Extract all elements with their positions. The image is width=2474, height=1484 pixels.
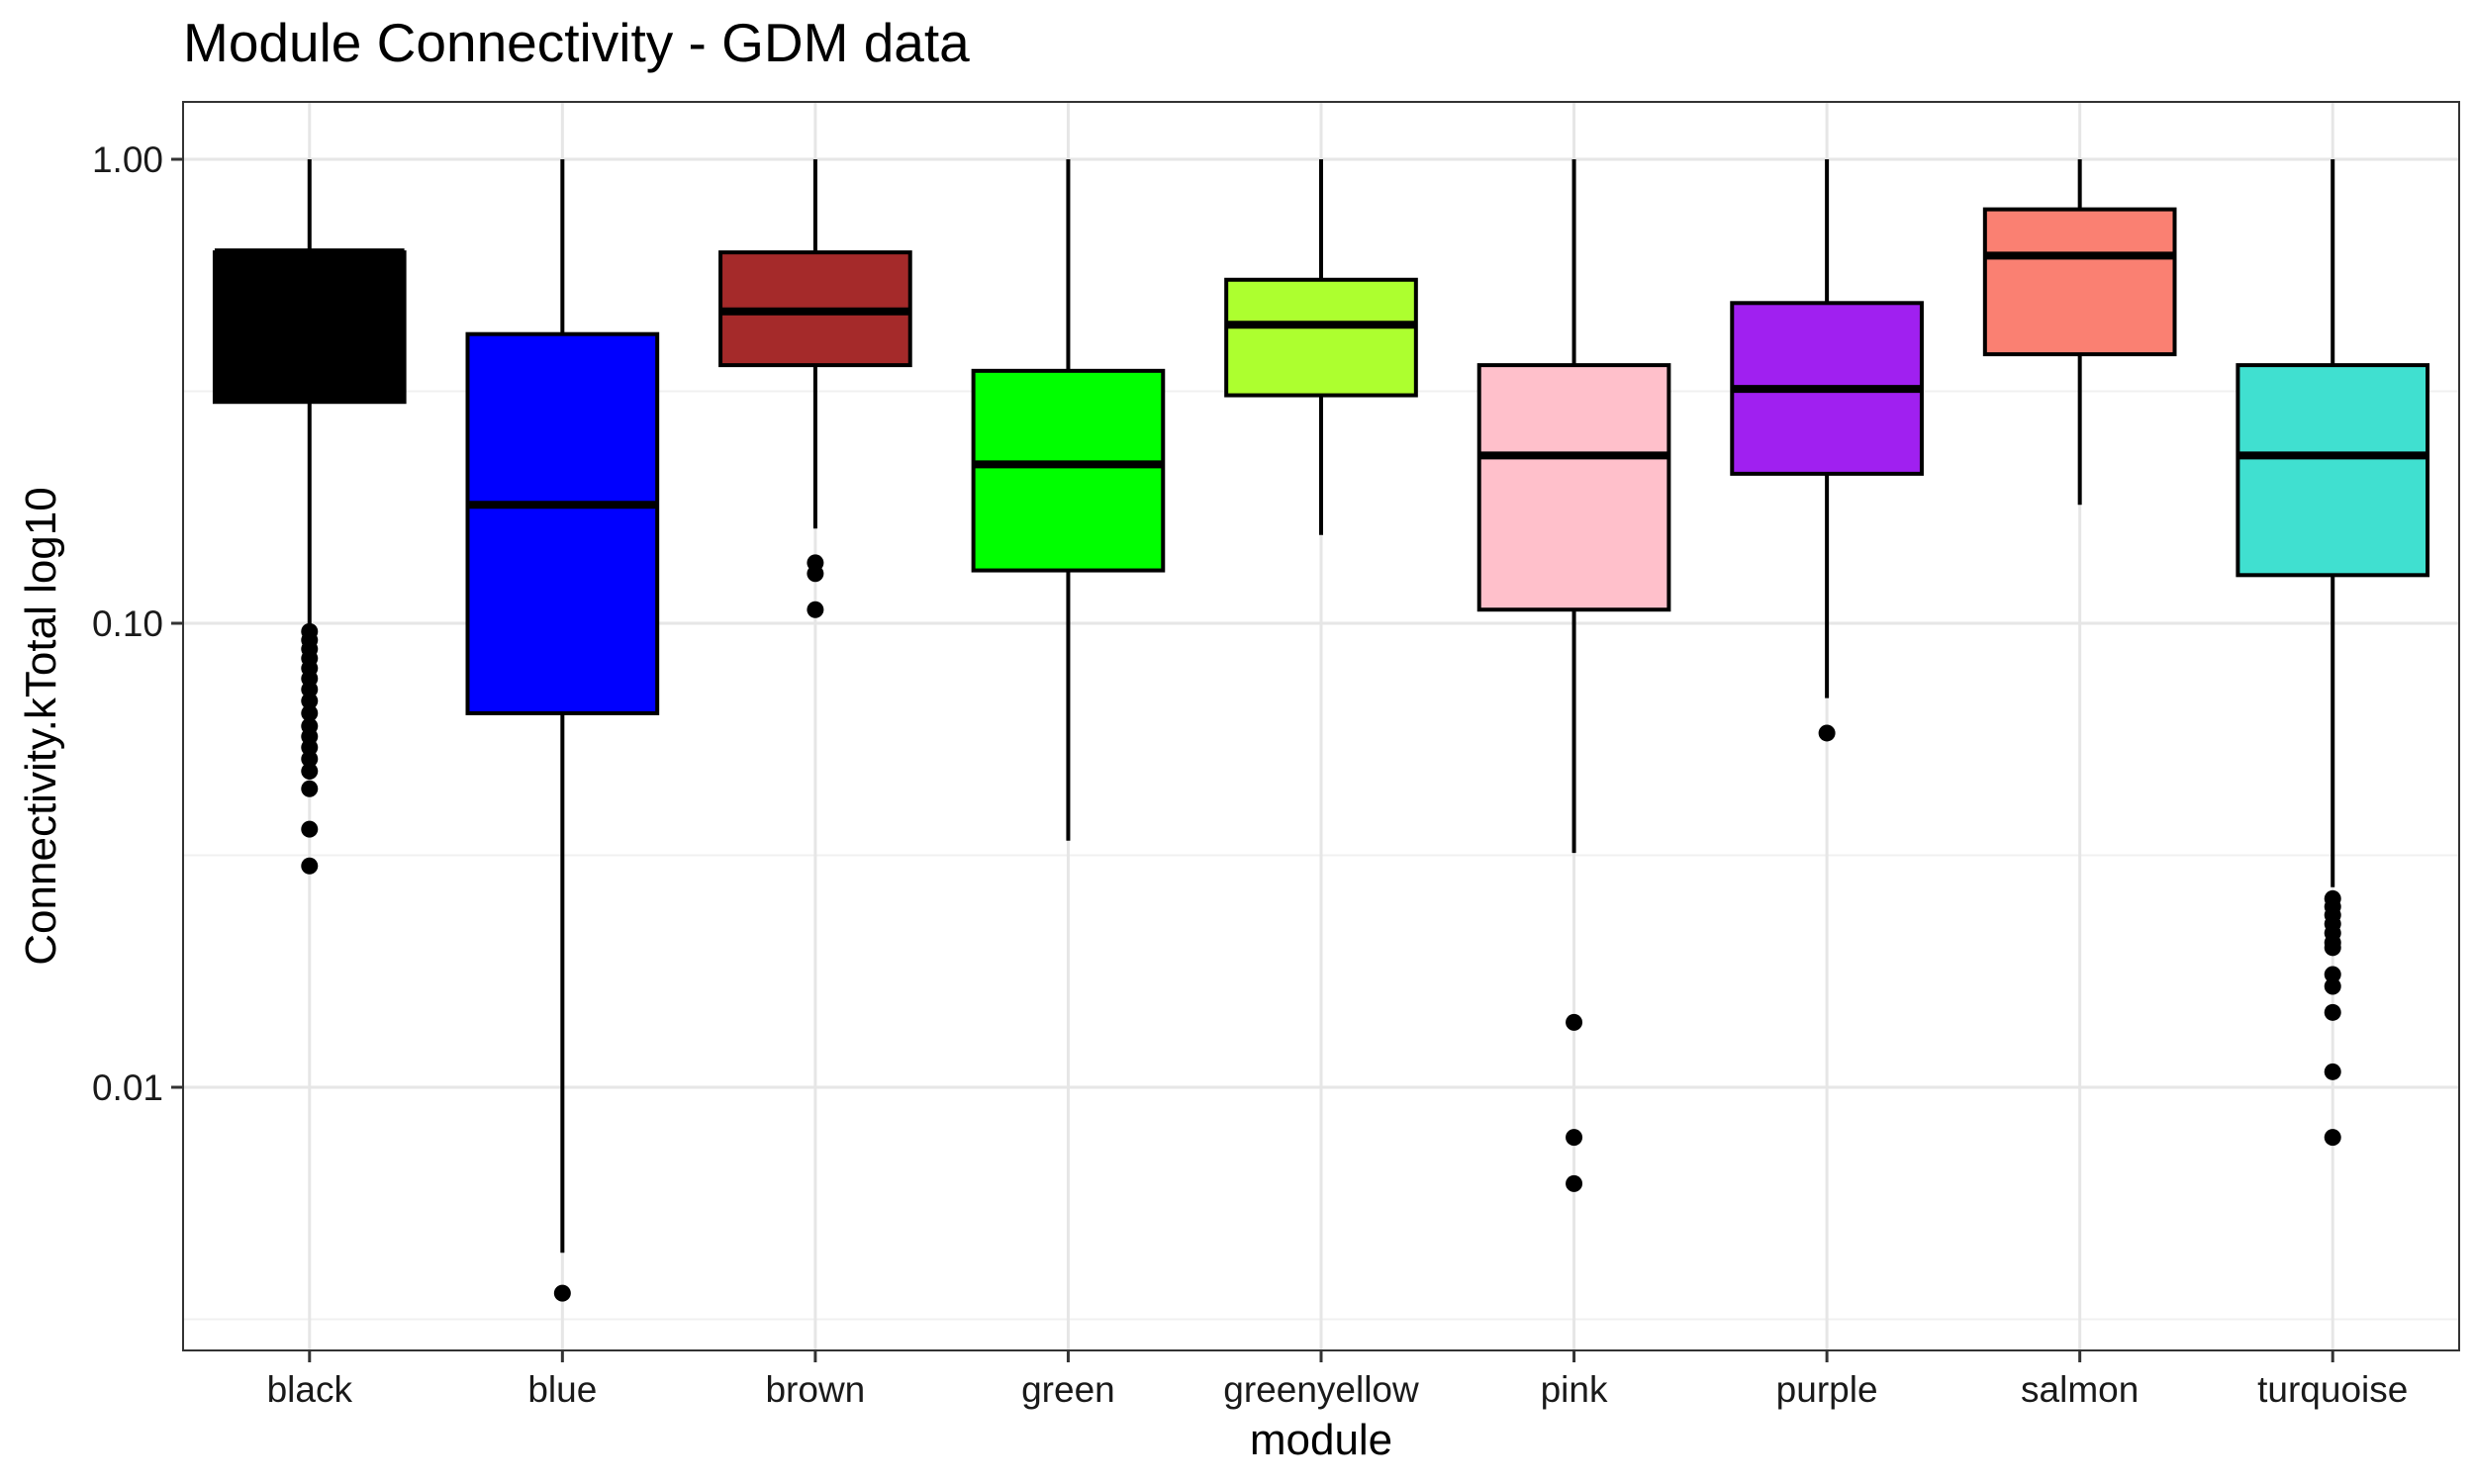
box-body [1224, 277, 1418, 398]
box-greenyellow [1224, 159, 1418, 535]
chart-title: Module Connectivity - GDM data [183, 12, 970, 73]
box-blue [465, 159, 660, 1302]
x-tick-label: blue [527, 1369, 597, 1410]
box-body [1982, 207, 2177, 357]
outlier-point [2324, 1063, 2341, 1080]
y-tick-label: 1.00 [92, 139, 163, 180]
box-body [1476, 363, 1671, 612]
x-axis-title: module [1250, 1416, 1392, 1464]
outlier-point [301, 750, 319, 768]
x-tick-label: green [1021, 1369, 1115, 1410]
outlier-point [301, 820, 319, 838]
outlier-point [1818, 724, 1836, 742]
x-tick-label: purple [1776, 1369, 1878, 1410]
y-axis-title: Connectivity.kTotal log10 [17, 487, 65, 965]
outlier-point [2324, 977, 2341, 995]
outlier-point [1566, 1129, 1583, 1147]
outlier-point [301, 693, 319, 710]
box-pink [1476, 159, 1671, 1192]
outlier-point [301, 681, 319, 698]
outlier-point [301, 704, 319, 722]
box-black [212, 159, 407, 875]
x-tick-label: brown [765, 1369, 865, 1410]
box-turquoise [2236, 159, 2430, 1147]
outlier-point [807, 601, 824, 618]
box-purple [1730, 159, 1924, 742]
outlier-point [2324, 966, 2341, 983]
y-tick-label: 0.10 [92, 603, 163, 644]
outlier-point [553, 1284, 571, 1302]
box-brown [718, 159, 912, 618]
x-tick-label: salmon [2021, 1369, 2139, 1410]
box-body [465, 331, 660, 715]
x-tick-label: turquoise [2257, 1369, 2408, 1410]
box-salmon [1982, 159, 2177, 506]
y-tick-label: 0.01 [92, 1067, 163, 1108]
outlier-point [301, 739, 319, 757]
outlier-point [2324, 939, 2341, 957]
axes: 1.00 0.10 0.01 black blue brown green greenyell… [92, 139, 2408, 1410]
x-tick-label: black [267, 1369, 353, 1410]
box-green [971, 159, 1166, 841]
outlier-point [2324, 1129, 2341, 1147]
outlier-point [807, 565, 824, 583]
box-body [2236, 363, 2430, 578]
box-body [971, 368, 1166, 573]
box-body [212, 250, 407, 405]
outlier-point [2324, 1003, 2341, 1021]
outlier-point [301, 762, 319, 780]
x-tick-label: pink [1541, 1369, 1608, 1410]
outlier-point [1566, 1013, 1583, 1031]
boxes [212, 159, 2430, 1302]
outlier-point [301, 780, 319, 797]
x-tick-label: greenyellow [1223, 1369, 1419, 1410]
outlier-point [1566, 1174, 1583, 1192]
outlier-point [301, 857, 319, 875]
